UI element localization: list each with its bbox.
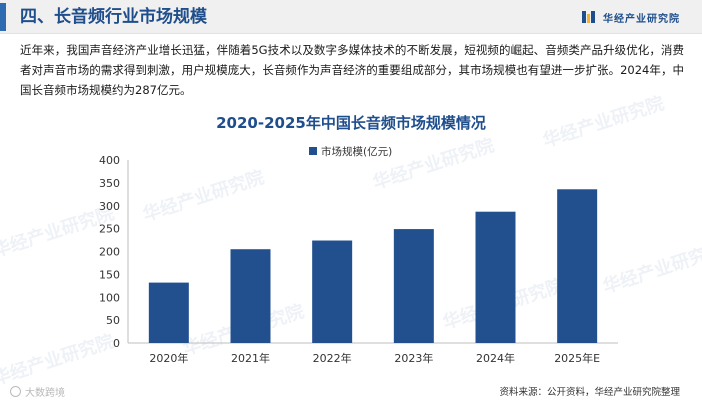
y-tick-label: 200 xyxy=(99,246,120,259)
chart-title: 2020-2025年中国长音频市场规模情况 xyxy=(216,114,486,132)
y-tick-label: 50 xyxy=(106,314,120,327)
y-tick-label: 350 xyxy=(99,177,120,190)
bar xyxy=(475,211,516,343)
y-tick-label: 400 xyxy=(99,154,120,167)
brand-name: 华经产业研究院 xyxy=(603,13,680,25)
watermark-logo-icon xyxy=(10,386,21,397)
x-tick-label: 2024年 xyxy=(476,351,515,365)
footer-watermark-text: 大数跨境 xyxy=(25,388,65,399)
legend-label: 市场规模(亿元) xyxy=(321,145,392,158)
y-tick-label: 250 xyxy=(99,223,120,236)
x-tick-label: 2022年 xyxy=(313,351,352,365)
bar xyxy=(230,249,271,343)
brand-logo-icon xyxy=(582,11,595,23)
section-title: 四、长音频行业市场规模 xyxy=(20,7,207,27)
brand: 华经产业研究院 xyxy=(581,9,680,25)
header-bar: 四、长音频行业市场规模 华经产业研究院 xyxy=(0,0,702,34)
y-tick-label: 300 xyxy=(99,200,120,213)
x-tick-label: 2021年 xyxy=(231,351,270,365)
y-tick-label: 100 xyxy=(99,291,120,304)
x-tick-label: 2020年 xyxy=(149,351,188,365)
header-accent xyxy=(0,3,6,31)
bar xyxy=(393,229,434,343)
bar xyxy=(557,189,598,343)
legend-swatch xyxy=(309,147,317,155)
y-tick-label: 150 xyxy=(99,268,120,281)
y-tick-label: 0 xyxy=(113,337,120,350)
footer-watermark: 大数跨境 xyxy=(10,384,65,399)
source-note: 资料来源：公开资料，华经产业研究院整理 xyxy=(499,387,680,398)
x-tick-label: 2025年E xyxy=(554,351,600,365)
bar xyxy=(148,282,189,343)
bar xyxy=(312,240,353,343)
intro-paragraph: 近年来，我国声音经济产业增长迅猛，伴随着5G技术以及数字多媒体技术的不断发展，短… xyxy=(20,43,684,97)
x-tick-label: 2023年 xyxy=(394,351,433,365)
